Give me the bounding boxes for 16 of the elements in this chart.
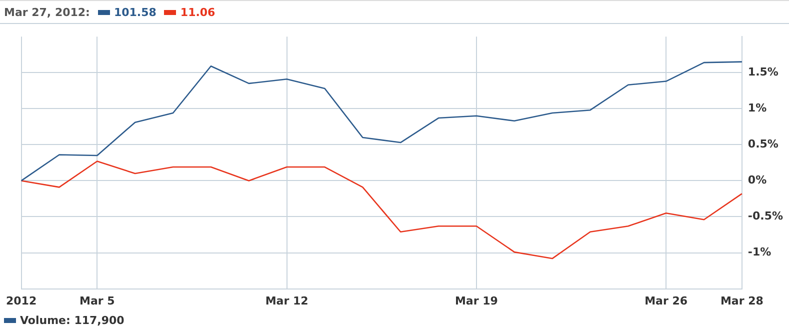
chart-title: Mar 27, 2012:	[4, 6, 90, 18]
x-tick-label: Mar 19	[454, 294, 498, 308]
y-tick-label: -0.5%	[748, 210, 784, 223]
x-tick-label: 2012	[6, 294, 37, 308]
text: 11.06	[180, 6, 216, 18]
y-tick-label: -1%	[748, 246, 772, 259]
x-tick-label: Mar 12	[265, 294, 308, 308]
y-tick-label: 0.5%	[748, 138, 778, 151]
x-tick-label: Mar 26	[644, 294, 688, 308]
y-tick-label: 0%	[748, 174, 767, 187]
x-tick-label: Mar 5	[80, 294, 115, 308]
text: 101.58	[114, 6, 156, 18]
y-tick-label: 1%	[748, 102, 767, 115]
y-tick-label: 1.5%	[748, 65, 778, 78]
text: Volume: 117,900	[20, 314, 124, 327]
x-tick-label: Mar 28	[720, 294, 764, 308]
